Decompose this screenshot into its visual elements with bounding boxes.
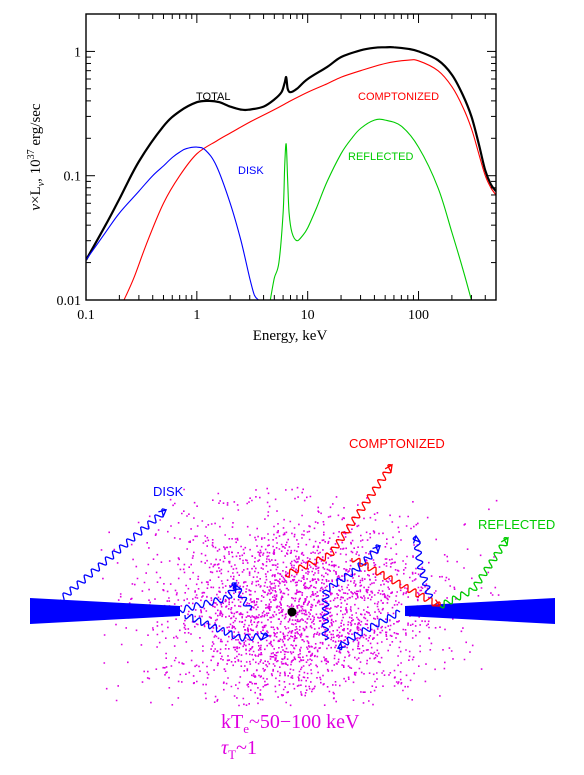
reflected-photon	[472, 537, 509, 591]
comptonized-photon-to-disk	[351, 557, 441, 607]
series-line-total	[86, 46, 496, 261]
label-electron-temperature: kTe~50−100 keV	[221, 711, 360, 736]
label-optical-depth: τT~1	[221, 737, 257, 762]
comptonized-photon-escape	[284, 552, 331, 578]
central-object	[287, 607, 297, 617]
disk-photon-up	[416, 564, 434, 599]
series-label-total: TOTAL	[196, 91, 230, 103]
x-tick-label: 10	[301, 308, 315, 323]
cloud-electrons	[100, 486, 500, 707]
chart-series-layer	[86, 46, 496, 300]
disk-right	[405, 598, 555, 624]
disk-photon-inner-arrowhead	[260, 632, 270, 641]
disk-photon-return	[357, 609, 401, 637]
series-line-comptonized	[123, 59, 496, 300]
y-tick-label: 1	[74, 45, 81, 60]
comptonized-photon-escape	[329, 464, 393, 556]
label-comptonized: COMPTONIZED	[349, 436, 445, 451]
series-line-reflected	[269, 118, 472, 300]
reflected-photon-arrowhead	[500, 536, 509, 546]
accretion-schematic: COMPTONIZED DISK REFLECTED kTe~50−100 ke…	[30, 436, 555, 762]
label-reflected: REFLECTED	[478, 517, 555, 532]
x-axis-title: Energy, keV	[253, 328, 328, 344]
comptonized-photon-escape-arrowhead	[384, 463, 393, 473]
y-axis-title: ν×Lν, 1037 erg/sec	[26, 103, 47, 211]
disk-left	[30, 598, 180, 624]
series-label-disk: DISK	[238, 165, 264, 177]
disk-photon-seed	[227, 582, 237, 599]
disk-photon-escape-arrowhead	[158, 509, 168, 518]
photon-paths	[59, 463, 509, 651]
series-line-disk	[86, 146, 259, 300]
disk-photon-seed	[179, 594, 229, 614]
disk-photon-up	[412, 535, 424, 566]
x-tick-label: 1	[193, 308, 200, 323]
disk-photon-right	[325, 567, 357, 593]
disk-photon-scatter	[232, 584, 253, 611]
corona-cloud	[100, 486, 500, 707]
series-label-reflected: REFLECTED	[348, 151, 413, 163]
label-disk: DISK	[153, 484, 184, 499]
disk-photon-return	[337, 631, 359, 651]
series-label-comptonized: COMPTONIZED	[358, 91, 439, 103]
disk-photon-right	[321, 589, 330, 641]
x-tick-label: 0.1	[77, 308, 95, 323]
x-tick-label: 100	[408, 308, 429, 323]
disk-photon-return-arrowhead	[336, 640, 346, 649]
y-tick-label: 0.1	[64, 170, 82, 185]
disk-photon-escape	[59, 508, 167, 602]
y-tick-label: 0.01	[57, 294, 82, 309]
disk-photon-up-arrowhead	[412, 534, 421, 544]
disk-photon-scatter-arrowhead	[234, 583, 242, 593]
disk-photon-inner	[239, 632, 269, 642]
disk-photon-right-arrowhead	[372, 544, 382, 554]
disk-photon-inner	[184, 613, 241, 640]
reflected-photon	[439, 587, 474, 609]
